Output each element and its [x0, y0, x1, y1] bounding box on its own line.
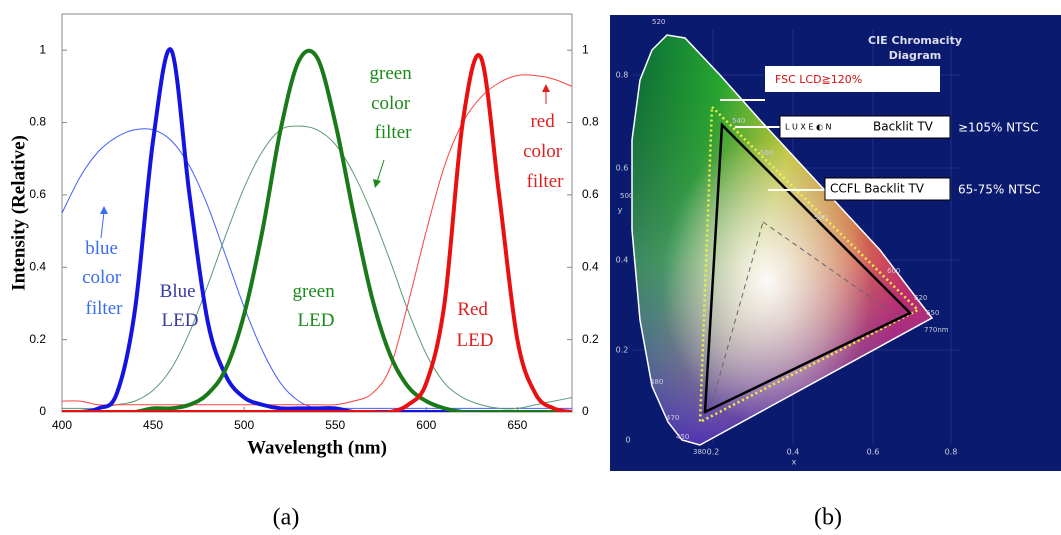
ntsc-label: 65-75% NTSC — [958, 183, 1040, 197]
plot-frame — [62, 14, 572, 412]
diagram-title: Diagram — [889, 49, 942, 62]
wavelength-label: 770nm — [924, 326, 949, 334]
series-label: Red LED — [457, 299, 494, 351]
diagram-y-tick: 0.8 — [616, 71, 629, 80]
arrow-head — [542, 84, 550, 92]
diagram-y-tick: 0.2 — [616, 346, 629, 355]
x-axis-label: Wavelength (nm) — [247, 437, 387, 458]
wavelength-label: 500 — [620, 192, 633, 200]
caption: (a) — [273, 505, 300, 531]
diagram-y-tick: 0.6 — [616, 164, 629, 173]
wavelength-label: 650 — [926, 309, 939, 317]
series-label: green color filter — [370, 63, 417, 143]
ccfl-label: CCFL Backlit TV — [830, 182, 925, 196]
arrow — [377, 160, 384, 182]
arrows — [100, 84, 550, 238]
y-tick-label: 0.8 — [29, 115, 46, 129]
y-tick-label: 0 — [39, 404, 46, 418]
diagram-x-tick: 0.8 — [945, 448, 958, 457]
wavelength-label: 520 — [652, 18, 665, 26]
wavelength-label: 580 — [814, 214, 827, 222]
diagram-x-tick: 0.6 — [867, 448, 880, 457]
cie-diagram: CIE Chromacity Diagram FSC LCD≧120% L U … — [610, 15, 1061, 471]
page: Wavelength (nm) Intensity (Relative) 400… — [0, 0, 1061, 535]
arrow — [101, 212, 104, 238]
y-axis-label: Intensity (Relative) — [8, 135, 29, 291]
wavelength-label: 450 — [676, 433, 689, 441]
y-tick-label: 0.4 — [29, 259, 46, 273]
y2-tick-label: 0.6 — [582, 187, 599, 201]
wavelength-label: 470 — [666, 414, 679, 422]
diagram-x-tick: 0.4 — [787, 448, 800, 457]
fsc-label: FSC LCD≧120% — [775, 73, 862, 86]
series-label: blue color filter — [82, 238, 126, 319]
series-line — [62, 49, 572, 412]
y-tick-label: 1 — [39, 42, 46, 56]
y-tick-label: 0.6 — [29, 187, 46, 201]
series-label: Blue LED — [160, 281, 201, 331]
wavelength-label: 600 — [887, 267, 900, 275]
x-tick-label: 600 — [416, 418, 436, 432]
arrow-head — [100, 206, 108, 214]
diagram-x-tick: 0.2 — [707, 448, 720, 457]
diagram-y-tick: 0 — [625, 436, 630, 445]
figure: Wavelength (nm) Intensity (Relative) 400… — [0, 0, 1061, 535]
diagram-title: CIE Chromacity — [868, 34, 962, 47]
wavelength-label: 620 — [914, 294, 927, 302]
caption: (b) — [814, 505, 842, 531]
wavelength-label: 540 — [732, 117, 745, 125]
x-tick-label: 500 — [234, 418, 254, 432]
wavelength-label: 380 — [693, 448, 706, 456]
arrow-head — [373, 179, 381, 188]
y2-tick-label: 1 — [582, 42, 589, 56]
series-line — [62, 75, 572, 405]
x-tick-label: 550 — [325, 418, 345, 432]
series-label: green LED — [293, 281, 340, 331]
wavelength-label: 480 — [650, 378, 663, 386]
diagram-x-label: x — [792, 458, 797, 467]
series-line — [62, 55, 572, 412]
x-tick-label: 400 — [52, 418, 72, 432]
x-tick-label: 450 — [143, 418, 163, 432]
luxeon-logo: L U X E ◐ N — [785, 123, 832, 132]
series-line — [62, 51, 572, 413]
y2-tick-label: 0.2 — [582, 332, 599, 346]
diagram-y-label: y — [618, 206, 623, 215]
y2-tick-label: 0.4 — [582, 259, 599, 273]
luxeon-label: Backlit TV — [873, 120, 934, 134]
y-tick-label: 0.2 — [29, 332, 46, 346]
wavelength-label: 560 — [760, 149, 773, 157]
x-tick-label: 650 — [507, 418, 527, 432]
y2-tick-label: 0 — [582, 404, 589, 418]
series-label: red color filter — [523, 111, 567, 192]
y2-tick-label: 0.8 — [582, 115, 599, 129]
plot-a: 400 450 500 550 600 650 0 0.2 0.4 0.6 0.8 1 0 0.2 0.4 0… — [29, 42, 599, 432]
ntsc-label: ≥105% NTSC — [958, 121, 1038, 135]
diagram-y-tick: 0.4 — [616, 256, 629, 265]
